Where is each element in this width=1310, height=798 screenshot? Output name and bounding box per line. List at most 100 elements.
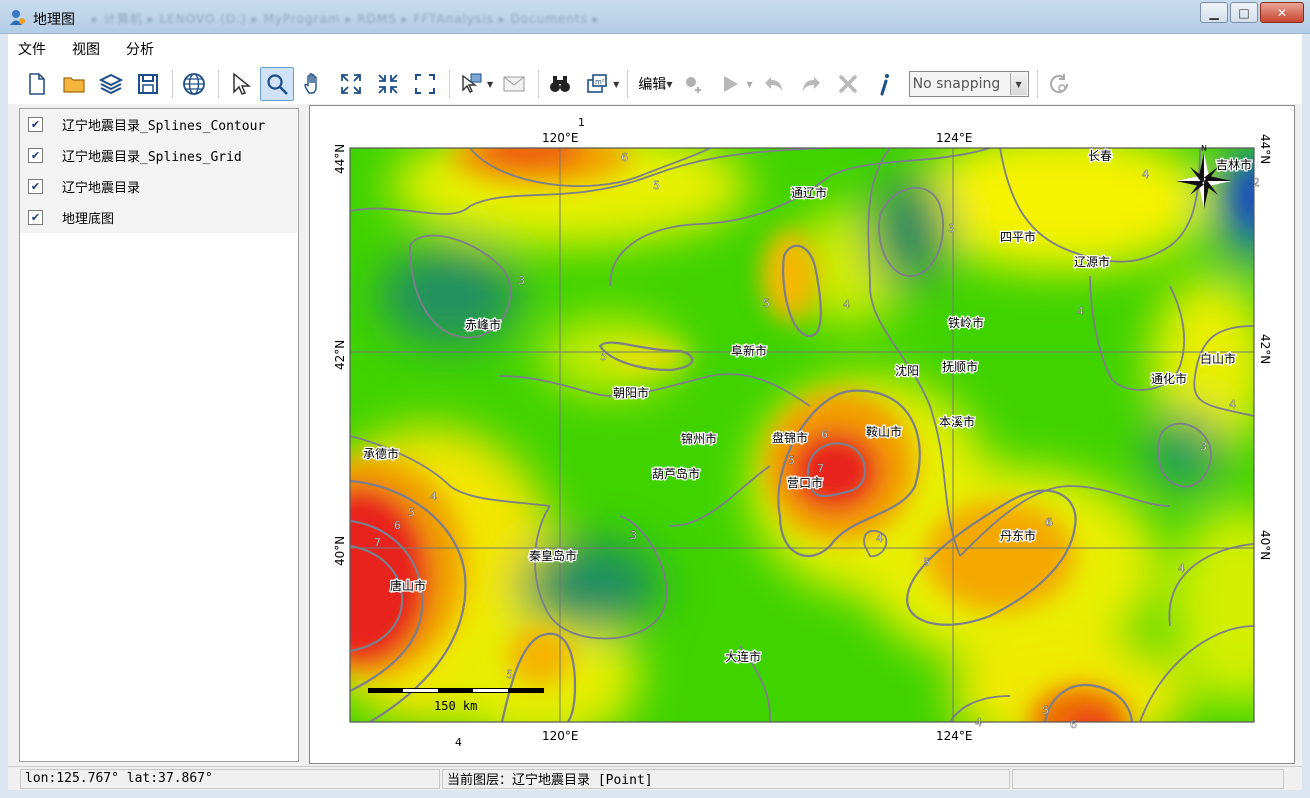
- city-label: 葫芦岛市: [652, 466, 700, 481]
- open-button[interactable]: [57, 67, 91, 101]
- play-button[interactable]: [713, 67, 747, 101]
- north-label: N: [1201, 144, 1207, 153]
- play-dropdown-caret[interactable]: ▼: [746, 79, 753, 89]
- zoom-tool-button[interactable]: [260, 67, 294, 101]
- north-arrow-icon: N: [1176, 144, 1232, 209]
- status-current-layer: 当前图层：辽宁地震目录 [Point]: [442, 768, 1010, 789]
- layer-item-basemap[interactable]: ✔ 地理底图: [20, 202, 297, 233]
- info-button[interactable]: [868, 67, 902, 101]
- city-label: 抚顺市: [942, 359, 978, 374]
- new-file-icon: [29, 73, 45, 95]
- menu-analysis[interactable]: 分析: [126, 42, 154, 58]
- identify-button[interactable]: [543, 67, 577, 101]
- redo-button[interactable]: [794, 67, 828, 101]
- menu-view[interactable]: 视图: [72, 42, 100, 58]
- city-label: 阜新市: [731, 343, 767, 358]
- contour-label: 4: [455, 736, 462, 749]
- zoom-layer-button[interactable]: [371, 67, 405, 101]
- graticule: [350, 148, 1254, 722]
- pan-tool-button[interactable]: [297, 67, 331, 101]
- blurred-path: ▸ 计算机 ▸ LENOVO (D:) ▸ MyProgram ▸ RDMS ▸…: [92, 12, 600, 26]
- layer-checkbox[interactable]: ✔: [28, 210, 43, 225]
- minimize-button[interactable]: ▁: [1200, 2, 1228, 23]
- toolbar: ▼ m² ▼ 编辑 ▼ ▼ No snapping ▼: [8, 64, 1302, 104]
- contour-label: 3: [630, 529, 637, 542]
- city-label: 承德市: [363, 446, 399, 461]
- zoom-full-button[interactable]: [334, 67, 368, 101]
- lat-label-left-44: 44°N: [333, 144, 347, 174]
- select-dropdown-caret[interactable]: ▼: [487, 79, 494, 89]
- measure-dropdown-caret[interactable]: ▼: [613, 79, 620, 89]
- contour-label: 7: [817, 462, 824, 475]
- scale-bar: 150 km: [368, 688, 544, 713]
- zoom-extent-button[interactable]: [408, 67, 442, 101]
- layer-checkbox[interactable]: ✔: [28, 117, 43, 132]
- layer-item-catalog[interactable]: ✔ 辽宁地震目录: [20, 171, 297, 202]
- map-frame: [349, 147, 1255, 723]
- save-button[interactable]: [131, 67, 165, 101]
- city-label: 唐山市: [390, 578, 426, 593]
- city-label: 朝阳市: [613, 385, 649, 400]
- contour-label: 3: [630, 529, 637, 542]
- status-bar: lon:125.767° lat:37.867° 当前图层：辽宁地震目录 [Po…: [8, 766, 1302, 790]
- city-label: 辽源市: [1074, 254, 1110, 269]
- measure-button[interactable]: m²: [580, 67, 614, 101]
- contour-label: 4: [1229, 398, 1236, 411]
- status-extra: [1012, 768, 1284, 789]
- close-button[interactable]: ✕: [1260, 2, 1304, 23]
- toolbar-separator: [449, 70, 450, 98]
- layer-checkbox[interactable]: ✔: [28, 148, 43, 163]
- save-icon: [138, 74, 158, 94]
- contour-label: 4: [1077, 305, 1084, 318]
- undo-button[interactable]: [757, 67, 791, 101]
- info-icon: [880, 74, 889, 96]
- select-features-icon: [462, 73, 482, 93]
- app-icon: [10, 10, 25, 25]
- map-canvas[interactable]: 120°E 124°E 120°E 124°E 44°N 42°N 40°N 4…: [309, 105, 1295, 764]
- city-label: 营口市: [787, 475, 823, 490]
- lon-label-bottom-120: 120°E: [542, 729, 579, 743]
- snapping-select[interactable]: No snapping ▼: [908, 71, 1029, 97]
- toolbar-separator: [218, 70, 219, 98]
- contour-label: 4: [1142, 168, 1149, 181]
- map-svg[interactable]: 120°E 124°E 120°E 124°E 44°N 42°N 40°N 4…: [310, 106, 1294, 763]
- frame-corners-icon: [415, 74, 435, 94]
- contour-label: 4: [430, 490, 437, 503]
- edit-menu-button[interactable]: 编辑: [638, 77, 667, 93]
- layer-label: 辽宁地震目录: [62, 181, 141, 196]
- layer-label: 地理底图: [62, 212, 115, 227]
- city-label: 盘锦市: [772, 430, 808, 445]
- select-features-button[interactable]: [454, 67, 488, 101]
- menu-file[interactable]: 文件: [18, 42, 46, 58]
- layer-item-contour[interactable]: ✔ 辽宁地震目录_Splines_Contour: [20, 109, 297, 140]
- title-bar: 地理图 ▸ 计算机 ▸ LENOVO (D:) ▸ MyProgram ▸ RD…: [0, 0, 1310, 34]
- select-tool-button[interactable]: [223, 67, 257, 101]
- edit-dropdown-caret[interactable]: ▼: [666, 79, 673, 89]
- lon-label-top-120: 120°E: [542, 131, 579, 145]
- chevron-down-icon[interactable]: ▼: [1009, 73, 1027, 95]
- globe-button[interactable]: [177, 67, 211, 101]
- email-button[interactable]: [497, 67, 531, 101]
- refresh-button[interactable]: [1042, 67, 1076, 101]
- contour-label: 3: [948, 222, 955, 235]
- layers-button[interactable]: [94, 67, 128, 101]
- contour-label: 4: [1178, 562, 1185, 575]
- refresh-icon: [1049, 74, 1068, 93]
- lat-label-right-44: 44°N: [1258, 134, 1272, 164]
- add-point-button[interactable]: [676, 67, 710, 101]
- city-label: 长春: [1088, 149, 1112, 163]
- window-title: 地理图: [33, 12, 75, 28]
- city-label: 秦皇岛市: [529, 548, 577, 563]
- globe-icon: [183, 73, 205, 95]
- layer-checkbox[interactable]: ✔: [28, 179, 43, 194]
- layer-item-grid[interactable]: ✔ 辽宁地震目录_Splines_Grid: [20, 140, 297, 171]
- city-labels: 长春 吉林市 通辽市 四平市 辽源市 赤峰市 铁岭市 阜新市 沈阳 抚顺市 白山…: [362, 148, 1254, 666]
- new-document-button[interactable]: [20, 67, 54, 101]
- snapping-value: No snapping: [912, 76, 1001, 92]
- maximize-button[interactable]: □: [1230, 2, 1258, 23]
- contour-label: 6: [621, 151, 628, 164]
- delete-button[interactable]: [831, 67, 865, 101]
- city-label: 白山市: [1200, 351, 1236, 366]
- city-label: 四平市: [1000, 229, 1036, 244]
- menu-bar: 文件 视图 分析: [8, 34, 1302, 64]
